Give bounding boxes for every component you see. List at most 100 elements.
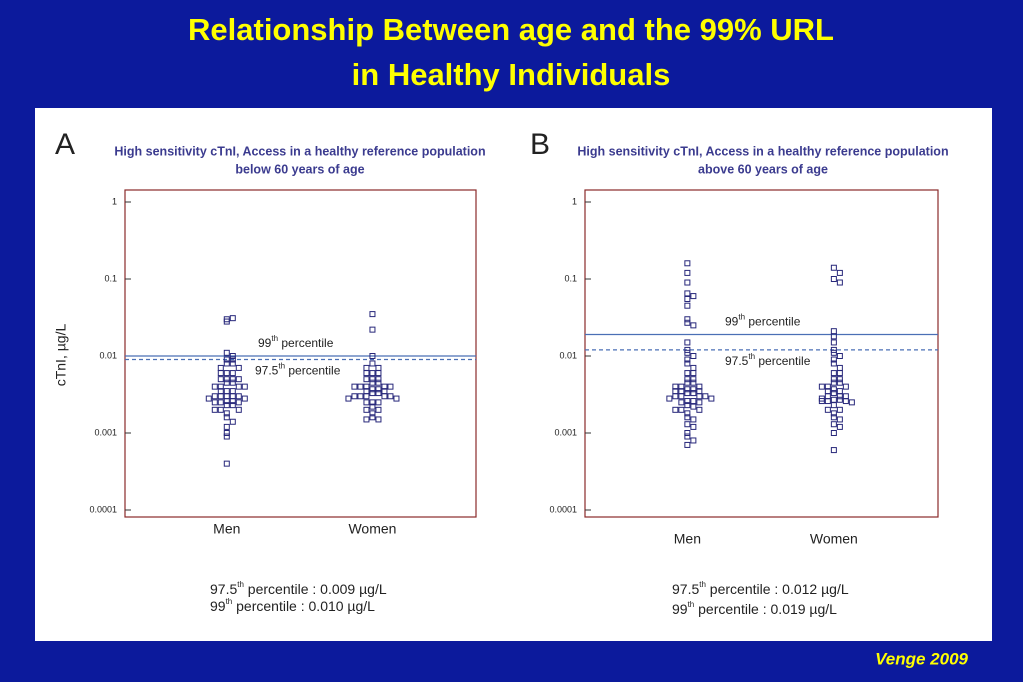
data-point [223, 433, 230, 440]
data-point [369, 410, 376, 417]
data-point [375, 376, 382, 383]
data-point [241, 395, 248, 402]
data-point [369, 311, 376, 318]
data-point [690, 379, 697, 386]
note: 99th percentile : 0.019 µg/L [672, 600, 837, 617]
data-point [824, 398, 831, 405]
data-point [830, 360, 837, 367]
data-point [848, 399, 855, 406]
data-point [229, 376, 236, 383]
data-point [836, 370, 843, 377]
data-point [690, 403, 697, 410]
data-point [369, 360, 376, 367]
data-point [678, 383, 685, 390]
note: 97.5th percentile : 0.009 µg/L [210, 580, 387, 597]
data-point [211, 406, 218, 413]
data-point [818, 398, 825, 405]
y-axis-label: cTnI, µg/L [53, 324, 69, 387]
data-point [830, 430, 837, 436]
plot-box [584, 189, 939, 518]
data-point [217, 393, 224, 400]
note-sup: th [226, 597, 233, 606]
data-point [684, 290, 691, 297]
y-tick-label: 1 [112, 196, 117, 206]
reference-label-sup: th [278, 362, 285, 371]
data-point [830, 370, 837, 377]
data-point [363, 399, 370, 406]
data-point [690, 376, 697, 383]
slide-title: in Healthy Individuals [352, 57, 671, 92]
data-point [830, 264, 837, 271]
category-label: Men [674, 531, 701, 547]
data-point [666, 395, 673, 402]
data-point [235, 376, 242, 383]
data-point [375, 386, 382, 393]
data-point [830, 402, 837, 409]
data-point [830, 276, 837, 282]
slide-title: Relationship Between age and the 99% URL [188, 12, 834, 47]
data-point [830, 339, 837, 346]
note-rest: percentile : 0.019 µg/L [694, 601, 837, 617]
data-point [690, 353, 697, 359]
data-point [824, 406, 831, 413]
data-point [229, 360, 236, 367]
chart-title: High sensitivity cTnI, Access in a healt… [114, 144, 485, 158]
data-point [684, 360, 691, 367]
data-point [235, 406, 242, 413]
y-tick-label: 0.001 [94, 427, 117, 437]
data-point [684, 279, 691, 286]
data-point [345, 395, 352, 402]
data-point [369, 370, 376, 377]
reference-label-rest: percentile [285, 364, 341, 378]
note-sup: th [699, 580, 706, 589]
note: 99th percentile : 0.010 µg/L [210, 597, 375, 614]
data-point [369, 414, 376, 421]
data-point [684, 295, 691, 302]
data-point [690, 293, 697, 300]
data-point [387, 393, 394, 400]
data-point [223, 423, 230, 430]
panel-letter: B [530, 128, 550, 161]
data-point [696, 383, 703, 390]
data-point [690, 423, 697, 430]
data-point [205, 395, 212, 402]
data-point [369, 326, 376, 333]
data-point [836, 353, 843, 359]
data-point [672, 383, 679, 390]
data-point [223, 376, 230, 383]
data-point [684, 302, 691, 309]
data-point [830, 333, 837, 340]
reference-label-rest: percentile [278, 336, 334, 350]
panel-letter: A [55, 128, 75, 161]
data-point [369, 399, 376, 406]
figure-panel [35, 108, 992, 641]
data-point [357, 393, 364, 400]
note-rest: percentile : 0.012 µg/L [706, 581, 849, 597]
data-point [690, 322, 697, 329]
data-point [375, 370, 382, 377]
data-point [836, 416, 843, 423]
note-rest: percentile : 0.009 µg/L [244, 581, 387, 597]
reference-label: 99th percentile [258, 334, 334, 350]
data-point [684, 433, 691, 440]
y-tick-label: 0.0001 [549, 504, 577, 514]
data-point [223, 430, 230, 436]
chart-title: below 60 years of age [235, 162, 364, 176]
data-point [684, 356, 691, 363]
reference-label-lead: 97.5 [725, 354, 749, 368]
data-point [223, 379, 230, 386]
data-point [375, 379, 382, 386]
data-point [381, 393, 388, 400]
note-lead: 99 [672, 601, 688, 617]
data-point [369, 379, 376, 386]
data-point [351, 383, 358, 390]
data-point [211, 393, 218, 400]
data-point [684, 386, 691, 393]
data-point [830, 414, 837, 421]
data-point [836, 406, 843, 413]
category-label: Women [348, 521, 396, 537]
data-point [363, 370, 370, 377]
data-point [684, 316, 691, 323]
data-point [818, 383, 825, 390]
data-point [217, 399, 224, 406]
